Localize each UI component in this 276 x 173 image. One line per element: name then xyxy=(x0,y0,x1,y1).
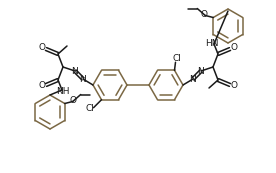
Text: N: N xyxy=(198,66,204,75)
Text: O: O xyxy=(201,10,208,19)
Text: O: O xyxy=(230,81,238,90)
Text: O: O xyxy=(38,43,46,52)
Text: O: O xyxy=(38,81,46,90)
Text: Cl: Cl xyxy=(172,54,181,63)
Text: O: O xyxy=(230,43,238,52)
Text: O: O xyxy=(69,96,76,105)
Text: N: N xyxy=(72,66,78,75)
Text: N: N xyxy=(79,75,86,84)
Text: NH: NH xyxy=(56,86,70,95)
Text: Cl: Cl xyxy=(85,104,94,113)
Text: HN: HN xyxy=(205,39,219,48)
Text: N: N xyxy=(190,75,197,84)
